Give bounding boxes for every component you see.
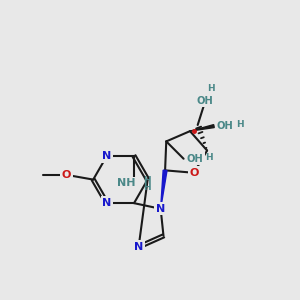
Text: N: N [156,204,165,214]
Text: H: H [207,84,215,93]
Text: N: N [134,242,143,252]
Polygon shape [190,124,214,131]
Text: H: H [142,176,150,185]
Text: O: O [62,170,71,180]
Text: H: H [142,183,150,192]
Text: H: H [236,120,244,129]
Text: N: N [102,198,111,208]
Text: H: H [206,153,213,162]
Text: OH: OH [187,154,203,164]
Text: N: N [102,151,111,161]
Text: NH: NH [117,178,136,188]
Text: OH: OH [217,121,234,131]
Polygon shape [160,170,167,209]
Text: OH: OH [196,96,213,106]
Text: O: O [189,168,199,178]
